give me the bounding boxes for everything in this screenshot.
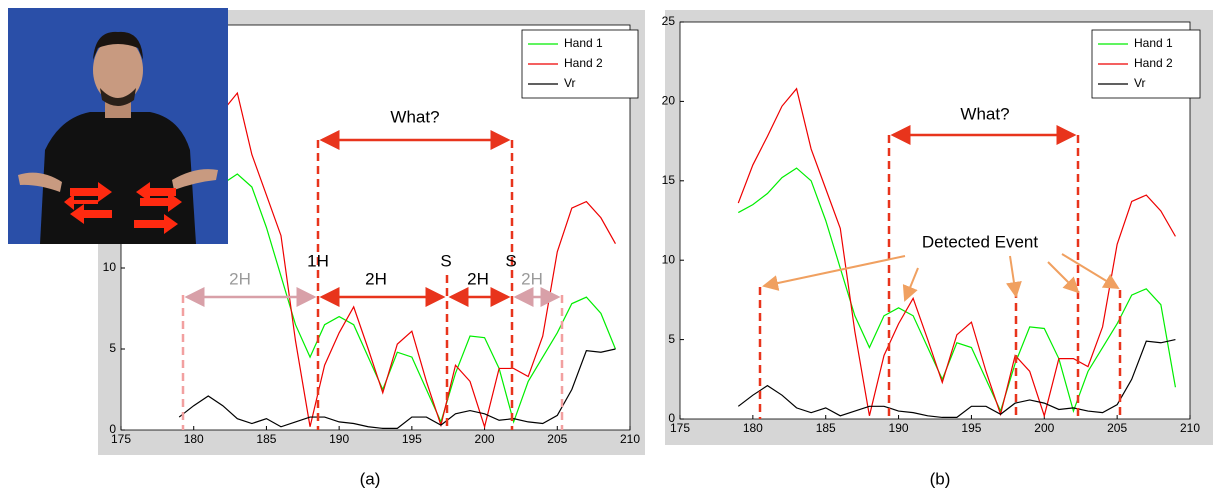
annotation: 2H xyxy=(521,269,543,288)
x-tick-label: 175 xyxy=(111,432,131,446)
y-tick-label: 25 xyxy=(662,14,676,28)
photo xyxy=(8,8,228,244)
series-line xyxy=(178,91,616,429)
x-tick-label: 210 xyxy=(620,432,640,446)
annotation: 2H xyxy=(467,269,489,288)
caption: (b) xyxy=(930,469,951,488)
legend-label: Hand 1 xyxy=(1134,36,1173,50)
x-tick-label: 195 xyxy=(402,432,422,446)
annotation: What? xyxy=(960,104,1009,123)
x-tick-label: 190 xyxy=(329,432,349,446)
y-tick-label: 5 xyxy=(109,341,116,355)
x-tick-label: 175 xyxy=(670,421,690,435)
y-tick-label: 10 xyxy=(662,252,676,266)
annotations-a xyxy=(181,130,564,430)
annotation: 1H xyxy=(307,251,329,270)
annotation: What? xyxy=(390,107,439,126)
y-tick-label: 0 xyxy=(668,411,675,425)
y-tick-label: 0 xyxy=(109,422,116,436)
x-tick-label: 185 xyxy=(256,432,276,446)
x-tick-label: 200 xyxy=(475,432,495,446)
y-tick-label: 15 xyxy=(662,173,676,187)
series-line xyxy=(178,173,617,424)
x-tick-label: 180 xyxy=(184,432,204,446)
x-tick-label: 180 xyxy=(743,421,763,435)
legend-label: Vr xyxy=(564,76,576,90)
legend-label: Vr xyxy=(1134,76,1146,90)
x-tick-label: 210 xyxy=(1180,421,1200,435)
x-tick-label: 185 xyxy=(816,421,836,435)
x-tick-label: 205 xyxy=(547,432,567,446)
y-tick-label: 20 xyxy=(662,94,676,108)
y-tick-label: 5 xyxy=(668,332,675,346)
annotation: 2H xyxy=(365,269,387,288)
annotation: S xyxy=(440,251,451,270)
legend-label: Hand 1 xyxy=(564,36,603,50)
series-line xyxy=(737,339,1176,419)
annotation: S xyxy=(505,251,516,270)
legend-label: Hand 2 xyxy=(564,56,603,70)
y-tick-label: 10 xyxy=(103,260,117,274)
caption: (a) xyxy=(360,469,381,488)
x-tick-label: 205 xyxy=(1107,421,1127,435)
annotation: Detected Event xyxy=(922,232,1039,251)
annotation: 2H xyxy=(229,269,251,288)
legend-label: Hand 2 xyxy=(1134,56,1173,70)
series-line xyxy=(737,167,1177,414)
series-line xyxy=(737,87,1176,418)
x-tick-label: 200 xyxy=(1034,421,1054,435)
annotations-b xyxy=(758,125,1122,419)
series-line xyxy=(178,348,616,429)
x-tick-label: 190 xyxy=(889,421,909,435)
x-tick-label: 195 xyxy=(961,421,981,435)
